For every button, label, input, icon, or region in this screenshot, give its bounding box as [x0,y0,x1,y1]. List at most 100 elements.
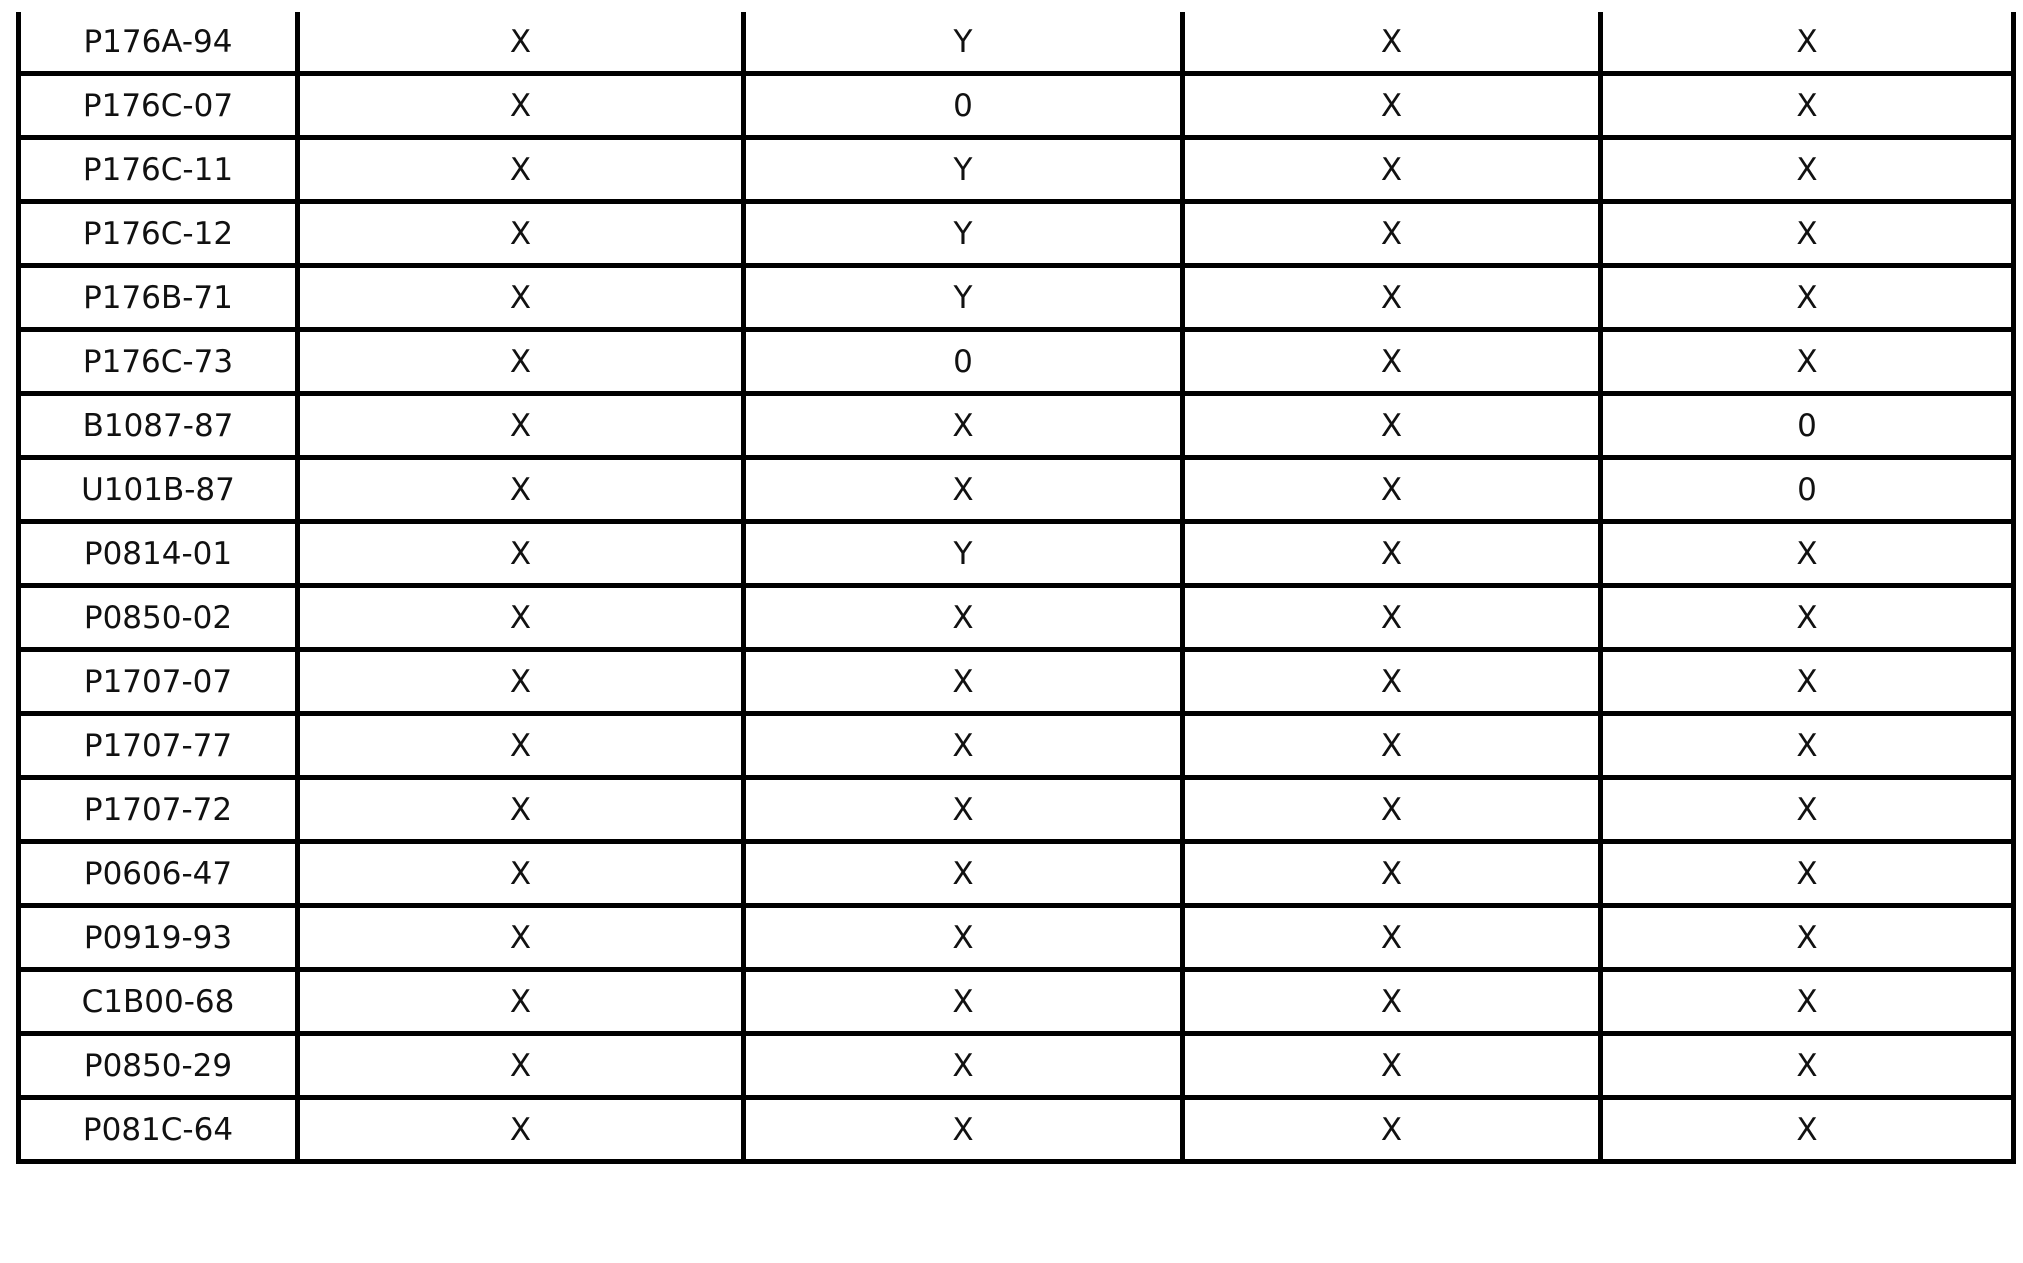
code-cell: P176C-12 [16,199,300,268]
code-cell: P081C-64 [16,1095,300,1164]
value-cell: X [295,327,746,396]
code-cell: P1707-72 [16,775,300,844]
value-cell: X [295,71,746,140]
code-cell: P0850-29 [16,1031,300,1100]
value-cell: X [1598,839,2016,908]
value-cell: Y [741,135,1185,204]
value-cell: X [1180,199,1603,268]
value-cell: Y [741,263,1185,332]
value-cell: X [1598,903,2016,972]
table-row: P176C-11 X Y X X [16,135,2016,204]
table-row: P0850-02 X X X X [16,583,2016,652]
code-cell: P1707-77 [16,711,300,780]
value-cell: X [295,647,746,716]
value-cell: X [295,1095,746,1164]
value-cell: X [295,1031,746,1100]
value-cell: X [295,583,746,652]
value-cell: X [1180,583,1603,652]
code-cell: P1707-07 [16,647,300,716]
value-cell: X [295,967,746,1036]
code-cell: P176C-11 [16,135,300,204]
value-cell: X [1180,711,1603,780]
table-row: P176C-12 X Y X X [16,199,2016,268]
value-cell: X [1180,903,1603,972]
table-row: P1707-07 X X X X [16,647,2016,716]
code-cell: P0606-47 [16,839,300,908]
value-cell: X [741,455,1185,524]
table-row: P176C-73 X 0 X X [16,327,2016,396]
code-cell: P176A-94 [16,12,300,76]
value-cell: 0 [741,71,1185,140]
value-cell: X [1598,327,2016,396]
value-cell: X [1598,967,2016,1036]
code-cell: P0850-02 [16,583,300,652]
value-cell: 0 [1598,455,2016,524]
value-cell: X [1598,135,2016,204]
table-row: P0814-01 X Y X X [16,519,2016,588]
code-cell: P176C-73 [16,327,300,396]
value-cell: X [741,839,1185,908]
value-cell: Y [741,12,1185,76]
value-cell: X [295,903,746,972]
value-cell: X [741,903,1185,972]
value-cell: X [1180,1095,1603,1164]
code-cell: C1B00-68 [16,967,300,1036]
value-cell: Y [741,519,1185,588]
value-cell: X [1180,775,1603,844]
value-cell: X [295,711,746,780]
value-cell: X [295,455,746,524]
code-table: P176A-94 X Y X X P176C-07 X 0 X X P176C-11 X Y X X P176… [16,12,2016,1164]
table-body: P176A-94 X Y X X P176C-07 X 0 X X P176C-11 X Y X X P176… [16,12,2016,1164]
value-cell: X [1598,1031,2016,1100]
value-cell: X [741,711,1185,780]
value-cell: X [1598,199,2016,268]
value-cell: X [1180,1031,1603,1100]
code-cell: U101B-87 [16,455,300,524]
value-cell: Y [741,199,1185,268]
value-cell: X [741,647,1185,716]
value-cell: X [295,199,746,268]
value-cell: X [295,263,746,332]
value-cell: X [741,775,1185,844]
code-cell: P176B-71 [16,263,300,332]
code-cell: P0919-93 [16,903,300,972]
value-cell: X [741,1031,1185,1100]
table-row: P176C-07 X 0 X X [16,71,2016,140]
value-cell: X [741,1095,1185,1164]
value-cell: 0 [741,327,1185,396]
table-row: B1087-87 X X X 0 [16,391,2016,460]
table-row: P081C-64 X X X X [16,1095,2016,1164]
value-cell: X [1180,327,1603,396]
value-cell: X [1180,839,1603,908]
code-cell: P0814-01 [16,519,300,588]
table-row: P0850-29 X X X X [16,1031,2016,1100]
table-row: P176B-71 X Y X X [16,263,2016,332]
value-cell: X [1598,583,2016,652]
value-cell: X [295,775,746,844]
value-cell: X [1598,519,2016,588]
table-row: U101B-87 X X X 0 [16,455,2016,524]
value-cell: X [295,135,746,204]
value-cell: X [295,12,746,76]
value-cell: X [1180,519,1603,588]
table-row: P0606-47 X X X X [16,839,2016,908]
table-row: C1B00-68 X X X X [16,967,2016,1036]
value-cell: X [1598,775,2016,844]
value-cell: X [1180,71,1603,140]
value-cell: X [1180,12,1603,76]
value-cell: X [295,391,746,460]
value-cell: X [1598,647,2016,716]
value-cell: X [1598,12,2016,76]
value-cell: X [1598,263,2016,332]
value-cell: X [1180,391,1603,460]
value-cell: X [741,391,1185,460]
value-cell: X [1598,71,2016,140]
table-row: P176A-94 X Y X X [16,12,2016,76]
table-row: P1707-72 X X X X [16,775,2016,844]
value-cell: X [1180,135,1603,204]
value-cell: X [1598,1095,2016,1164]
value-cell: X [741,967,1185,1036]
value-cell: 0 [1598,391,2016,460]
value-cell: X [295,519,746,588]
value-cell: X [741,583,1185,652]
